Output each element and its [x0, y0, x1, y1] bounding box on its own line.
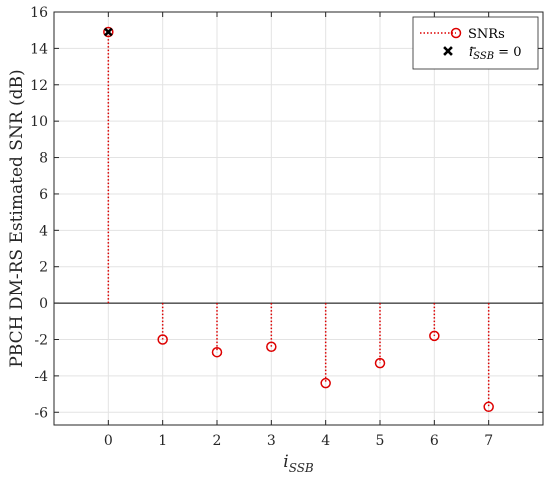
snr-marker [429, 330, 440, 342]
x-tick-label: 7 [484, 433, 493, 449]
x-marker-stroke-b [103, 27, 113, 37]
snr-marker [266, 341, 277, 353]
stems [107, 32, 490, 407]
x-axis-label: iSSB [283, 452, 314, 475]
y-tick-label: 14 [30, 41, 48, 57]
legend-box [412, 16, 539, 70]
x-tick-label: 6 [430, 433, 439, 449]
y-tick-label: -4 [34, 369, 48, 385]
x-tick-label: 4 [321, 433, 330, 449]
snr-marker [211, 346, 223, 358]
markers [103, 26, 494, 413]
y-tick-label: -2 [34, 332, 48, 348]
y-tick-label: 8 [39, 151, 48, 167]
legend-snrs-marker [450, 27, 462, 39]
y-tick-label: 12 [30, 78, 48, 94]
snr-marker [374, 357, 386, 369]
plot-frame [53, 11, 544, 426]
y-tick-label: 10 [30, 114, 48, 130]
snr-marker [320, 377, 331, 389]
snr-marker [103, 26, 114, 38]
legend-issb-label: iSSB = 0 [469, 45, 521, 62]
snr-marker [483, 401, 494, 413]
y-tick-label: 2 [39, 260, 48, 276]
legend-x-marker [443, 46, 453, 56]
x-tick-label: 3 [267, 433, 276, 449]
x-tick-label: 5 [376, 433, 385, 449]
legend: SNRs iSSB = 0 [412, 16, 539, 70]
y-tick-label: -6 [34, 405, 48, 421]
y-tick-label: 0 [39, 296, 48, 312]
legend-snrs-label: SNRs [468, 27, 505, 42]
y-axis-label: PBCH DM-RS Estimated SNR (dB) [7, 69, 27, 367]
x-tick-label: 2 [213, 433, 222, 449]
y-tick-label: 6 [39, 187, 48, 203]
ticks [54, 11, 543, 425]
y-tick-label: 4 [39, 223, 48, 239]
snr-marker [157, 334, 168, 345]
x-tick-label: 0 [104, 433, 113, 449]
y-tick-label: 16 [30, 5, 48, 21]
x-tick-label: 1 [158, 433, 167, 449]
